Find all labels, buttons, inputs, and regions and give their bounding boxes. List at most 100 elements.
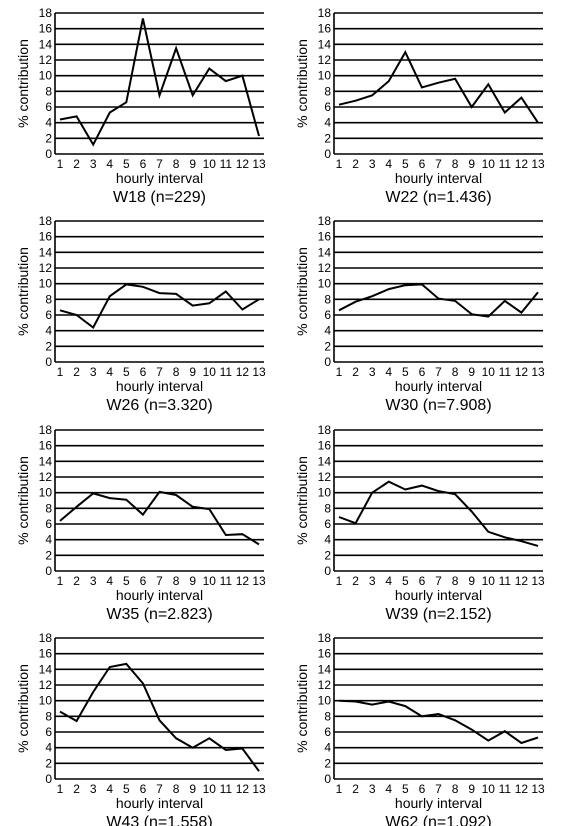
x-tick-label: 7 (435, 157, 442, 171)
x-tick-label: 9 (189, 365, 196, 379)
x-tick-label: 4 (106, 574, 113, 588)
y-tick-label: 4 (324, 116, 331, 130)
x-tick-label: 7 (156, 365, 163, 379)
x-axis-label: hourly interval (116, 170, 203, 186)
y-tick-label: 14 (318, 245, 332, 259)
series-line (59, 283, 260, 330)
chart-title: W18 (n=229) (113, 189, 206, 206)
y-tick-label: 16 (39, 647, 53, 661)
y-tick-label: 14 (39, 454, 53, 468)
y-tick-label: 8 (45, 292, 52, 306)
x-axis-label: hourly interval (116, 795, 203, 811)
x-tick-label: 11 (499, 365, 512, 379)
x-axis-label: hourly interval (395, 587, 482, 603)
x-tick-label: 10 (482, 574, 496, 588)
y-tick-label: 2 (45, 756, 52, 770)
y-tick-label: 8 (324, 709, 331, 723)
y-tick-label: 4 (45, 741, 52, 755)
y-axis-label: % contribution (15, 664, 31, 753)
y-tick-label: 18 (39, 631, 53, 645)
x-tick-label: 1 (336, 782, 343, 796)
y-tick-label: 18 (318, 6, 332, 20)
chart-title: W62 (n=1.092) (385, 814, 491, 826)
y-tick-label: 12 (318, 53, 332, 67)
x-tick-label: 8 (452, 574, 459, 588)
y-tick-label: 0 (324, 147, 331, 161)
x-tick-label: 6 (419, 782, 426, 796)
y-tick-label: 14 (39, 37, 53, 51)
x-tick-label: 4 (385, 574, 392, 588)
x-tick-label: 13 (531, 574, 545, 588)
x-tick-label: 1 (336, 574, 343, 588)
series-line (59, 18, 260, 147)
x-tick-label: 3 (90, 365, 97, 379)
series-line (338, 283, 539, 318)
y-tick-label: 16 (39, 230, 53, 244)
x-tick-label: 2 (73, 157, 80, 171)
series-line (338, 50, 539, 124)
y-tick-label: 8 (324, 84, 331, 98)
x-tick-label: 8 (173, 365, 180, 379)
x-tick-label: 5 (123, 365, 130, 379)
y-tick-label: 10 (318, 69, 332, 83)
chart-title: W39 (n=2.152) (385, 606, 491, 623)
x-tick-label: 11 (220, 782, 233, 796)
y-axis-label: % contribution (294, 39, 310, 128)
x-tick-label: 11 (499, 157, 512, 171)
x-tick-label: 12 (515, 782, 529, 796)
y-tick-label: 6 (45, 308, 52, 322)
x-tick-label: 1 (336, 365, 343, 379)
series-line (59, 662, 260, 772)
x-tick-label: 11 (220, 157, 233, 171)
y-tick-label: 2 (324, 756, 331, 770)
x-tick-label: 10 (203, 574, 217, 588)
y-tick-label: 16 (318, 230, 332, 244)
y-tick-label: 2 (45, 339, 52, 353)
y-tick-label: 16 (39, 439, 53, 453)
y-tick-label: 2 (324, 131, 331, 145)
y-axis-label: % contribution (294, 247, 310, 336)
y-tick-label: 2 (324, 548, 331, 562)
x-tick-label: 12 (515, 365, 529, 379)
y-tick-label: 18 (39, 214, 53, 228)
y-tick-label: 10 (39, 486, 53, 500)
y-tick-label: 0 (45, 564, 52, 578)
x-tick-label: 4 (385, 157, 392, 171)
x-tick-label: 8 (452, 782, 459, 796)
chart-title: W26 (n=3.320) (106, 397, 212, 414)
y-axis-label: % contribution (294, 664, 310, 753)
y-tick-label: 18 (318, 214, 332, 228)
x-tick-label: 11 (499, 574, 512, 588)
x-tick-label: 3 (90, 157, 97, 171)
x-tick-label: 11 (499, 782, 512, 796)
y-tick-label: 16 (318, 439, 332, 453)
y-tick-label: 18 (318, 631, 332, 645)
y-tick-label: 12 (39, 678, 53, 692)
chart-title: W30 (n=7.908) (385, 397, 491, 414)
x-tick-label: 13 (252, 782, 266, 796)
x-tick-label: 12 (515, 574, 529, 588)
y-tick-label: 6 (45, 100, 52, 114)
x-tick-label: 3 (90, 782, 97, 796)
y-tick-label: 4 (45, 324, 52, 338)
y-axis-label: % contribution (15, 247, 31, 336)
y-tick-label: 10 (39, 277, 53, 291)
chart-title: W22 (n=1.436) (385, 189, 491, 206)
chart-title: W43 (n=1.558) (106, 814, 212, 826)
y-tick-label: 10 (318, 486, 332, 500)
x-tick-label: 13 (252, 365, 266, 379)
x-tick-label: 5 (123, 574, 130, 588)
x-tick-label: 13 (252, 574, 266, 588)
y-tick-label: 0 (324, 355, 331, 369)
x-tick-label: 10 (482, 157, 496, 171)
x-tick-label: 7 (435, 782, 442, 796)
x-tick-label: 2 (352, 782, 359, 796)
y-tick-label: 12 (39, 470, 53, 484)
x-tick-label: 1 (57, 157, 64, 171)
y-tick-label: 10 (39, 69, 53, 83)
x-tick-label: 12 (236, 157, 250, 171)
x-tick-label: 5 (402, 574, 409, 588)
x-axis-label: hourly interval (395, 170, 482, 186)
